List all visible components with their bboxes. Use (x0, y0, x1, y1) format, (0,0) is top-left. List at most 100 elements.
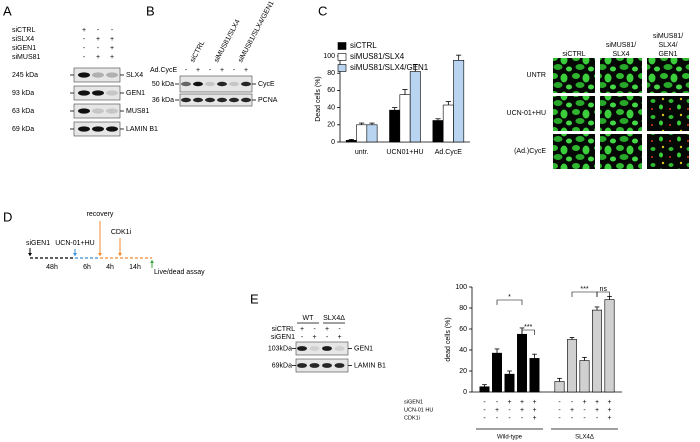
y-tick-label: 100 (455, 284, 467, 291)
blot-band (205, 97, 215, 103)
bar (399, 94, 411, 143)
blot-band (241, 97, 251, 103)
interval-label: 6h (83, 264, 91, 271)
microscopy-grid (553, 58, 689, 169)
bar (492, 352, 502, 393)
x-tick-label: UCN01+HU (386, 149, 423, 156)
lane-mark: + (220, 67, 224, 74)
legend-swatch (337, 53, 347, 61)
condition-mark: + (595, 407, 599, 414)
bar (504, 373, 515, 393)
condition-mark: + (532, 407, 536, 414)
column-label: siMUS81/ (653, 33, 683, 40)
lane-mark: - (233, 67, 236, 74)
blot-band (241, 81, 251, 87)
interval-label: 4h (106, 264, 114, 271)
blot-band (334, 346, 345, 351)
lane-mark: - (209, 67, 212, 74)
column-label: GEN1 (658, 51, 677, 58)
row-label: siCTRL (272, 326, 295, 333)
row-label: UCN-01+HU (507, 110, 546, 117)
lane-mark: + (96, 36, 100, 43)
legend-swatch (337, 42, 347, 50)
condition-label: UCN-01 HU (404, 407, 433, 413)
micrograph (647, 134, 689, 169)
blot-band (217, 81, 227, 87)
micrograph (600, 96, 642, 131)
bar (604, 299, 615, 393)
panel-label: B (146, 3, 155, 18)
band-label: LAMIN B1 (126, 126, 158, 133)
band-label: GEN1 (126, 90, 145, 97)
event-label: siGEN1 (26, 240, 50, 247)
event-label: UCN-01+HU (55, 240, 94, 247)
lane-mark: - (185, 67, 188, 74)
bar (529, 358, 540, 393)
lane-mark: - (83, 54, 86, 61)
bar (345, 139, 357, 143)
lane-mark: - (326, 334, 329, 341)
mw-marker: 69kDa (272, 362, 292, 369)
bar (389, 109, 401, 143)
arrow-head (118, 253, 122, 256)
condition-mark: - (508, 407, 511, 414)
panel-label: C (318, 3, 327, 18)
lane-mark: + (110, 36, 114, 43)
band-label: SLX4 (126, 72, 143, 79)
micrograph (553, 58, 595, 93)
condition-mark: + (507, 399, 511, 406)
lane-mark: + (110, 45, 114, 52)
condition-mark: - (483, 407, 486, 414)
blot-band (106, 126, 118, 132)
condition-label: CDK1i (404, 415, 420, 421)
mw-marker: 50 kDa (152, 81, 174, 88)
row-label: siGEN1 (271, 334, 295, 341)
interval-label: 48h (46, 264, 58, 271)
condition-mark: - (583, 407, 586, 414)
condition-mark: + (532, 399, 536, 406)
legend-swatch (337, 64, 347, 72)
y-axis-label: Dead cells (%) (315, 76, 322, 122)
x-tick-label: Ad.CycE (435, 149, 463, 156)
bar (554, 381, 565, 393)
micrograph (647, 58, 689, 93)
lane-mark: - (97, 27, 100, 34)
micrograph (647, 96, 689, 131)
bar (356, 124, 368, 143)
y-tick-label: 60 (459, 326, 467, 333)
blot-band (309, 346, 320, 351)
event-label: CDK1i (111, 229, 132, 236)
x-tick-label: untr. (355, 149, 369, 156)
blot-band (217, 97, 227, 103)
mw-marker: 36 kDa (152, 97, 174, 104)
significance-bracket (596, 291, 610, 297)
blot-band (229, 97, 239, 103)
lane-mark: - (338, 326, 341, 333)
mw-marker: 93 kDa (12, 90, 34, 97)
bar (366, 124, 378, 143)
row-label: Ad.CycE (150, 67, 178, 74)
blot-band (309, 363, 320, 368)
condition-mark: + (495, 407, 499, 414)
condition-label: siGEN1 (404, 399, 423, 405)
bar (592, 309, 602, 393)
row-label: siGEN1 (12, 45, 36, 52)
condition-mark: - (496, 399, 499, 406)
row-label: UNTR (527, 72, 546, 79)
group-label: SLX4Δ (575, 435, 594, 441)
blot-band (92, 90, 104, 96)
significance-label: *** (580, 286, 588, 293)
y-tick-label: 100 (323, 53, 335, 60)
micrograph (600, 134, 642, 169)
bar (567, 339, 577, 393)
y-tick-label: 80 (459, 305, 467, 312)
column-label: SLX4/ (658, 42, 677, 49)
micrograph (553, 96, 595, 131)
mw-marker: 69 kDa (12, 126, 34, 133)
arrow-head (98, 253, 102, 256)
blot-band (181, 81, 191, 87)
condition-mark: - (508, 415, 511, 422)
condition-mark: - (496, 415, 499, 422)
blot-band (78, 90, 90, 96)
